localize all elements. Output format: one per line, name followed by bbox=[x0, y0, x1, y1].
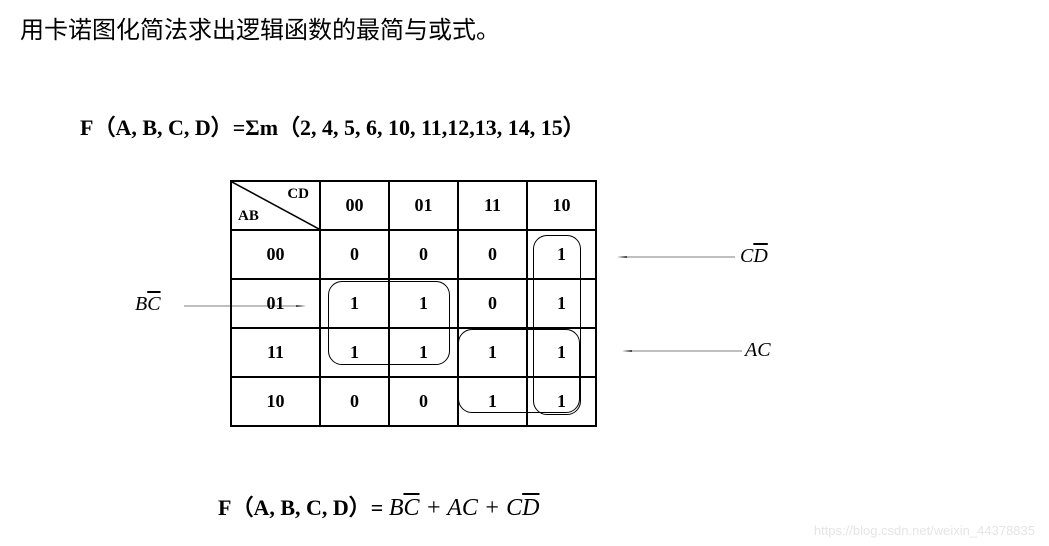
page-title: 用卡诺图化简法求出逻辑函数的最简与或式。 bbox=[20, 10, 500, 45]
kmap-cell: 1 bbox=[458, 377, 527, 426]
formula-result-rhs: BC + AC + CD bbox=[389, 495, 540, 521]
group-label-cd-bar: CD bbox=[740, 245, 768, 268]
kmap-col-header: 10 bbox=[527, 181, 596, 230]
arrow-left-icon bbox=[184, 305, 306, 307]
kmap-cell: 1 bbox=[527, 230, 596, 279]
kmap-cell: 1 bbox=[458, 328, 527, 377]
kmap-col-header: 00 bbox=[320, 181, 389, 230]
kmap-cell: 1 bbox=[527, 279, 596, 328]
kmap-cell: 1 bbox=[389, 279, 458, 328]
formula-result: F（A, B, C, D）= BC + AC + CD bbox=[218, 490, 539, 522]
kmap-cell: 0 bbox=[458, 230, 527, 279]
kmap-col-header: 11 bbox=[458, 181, 527, 230]
formula-result-lhs: F（A, B, C, D）= bbox=[218, 495, 389, 520]
kmap-cell: 0 bbox=[320, 377, 389, 426]
kmap-cell: 0 bbox=[458, 279, 527, 328]
kmap-col-var: CD bbox=[287, 186, 309, 203]
kmap-row-header: 00 bbox=[231, 230, 320, 279]
kmap-row-header: 01 bbox=[231, 279, 320, 328]
kmap-cell: 0 bbox=[320, 230, 389, 279]
formula-sum-of-minterms: F（A, B, C, D）=Σm（2, 4, 5, 6, 10, 11,12,1… bbox=[80, 110, 585, 142]
kmap-cell: 1 bbox=[527, 328, 596, 377]
kmap-cell: 0 bbox=[389, 377, 458, 426]
arrow-right-2-icon bbox=[622, 350, 742, 352]
kmap-cell: 1 bbox=[320, 279, 389, 328]
kmap-row-var: AB bbox=[238, 208, 259, 225]
arrow-right-1-icon bbox=[617, 256, 735, 258]
kmap-cell: 1 bbox=[527, 377, 596, 426]
kmap-table: CD AB 00 01 11 10 00 0 0 0 1 01 1 1 0 1 … bbox=[230, 180, 597, 427]
kmap-row-header: 10 bbox=[231, 377, 320, 426]
kmap-col-header: 01 bbox=[389, 181, 458, 230]
kmap-corner-cell: CD AB bbox=[231, 181, 320, 230]
kmap-container: CD AB 00 01 11 10 00 0 0 0 1 01 1 1 0 1 … bbox=[230, 180, 597, 427]
group-label-bc-bar: BC bbox=[135, 293, 161, 316]
watermark: https://blog.csdn.net/weixin_44378835 bbox=[814, 523, 1035, 538]
kmap-cell: 1 bbox=[389, 328, 458, 377]
kmap-row-header: 11 bbox=[231, 328, 320, 377]
kmap-cell: 1 bbox=[320, 328, 389, 377]
group-label-ac: AC bbox=[745, 339, 771, 362]
kmap-cell: 0 bbox=[389, 230, 458, 279]
